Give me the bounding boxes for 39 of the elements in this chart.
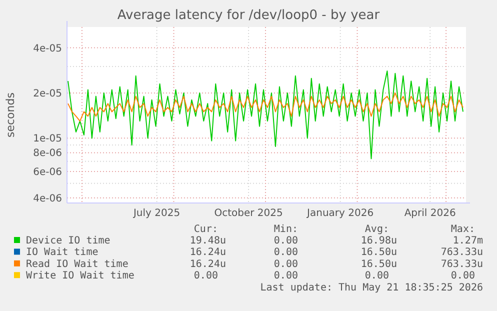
- y-tick-label: 4e-05: [33, 43, 62, 54]
- y-tick-label: 2e-05: [33, 88, 62, 100]
- text: 0.00: [274, 258, 298, 270]
- text: 16.24u: [190, 258, 226, 270]
- text: 19.48u: [190, 236, 226, 246]
- text: 16.50u: [360, 258, 397, 270]
- text: 16.98u: [360, 236, 397, 246]
- legend-label: IO Wait time: [26, 247, 98, 258]
- line-series: [68, 92, 464, 122]
- text: 763.33u: [440, 247, 483, 258]
- line-series: [68, 70, 464, 160]
- chart-title: Average latency for /dev/loop0 - by year: [117, 8, 380, 23]
- text: 0.00: [274, 270, 298, 282]
- text: 763.33u: [440, 258, 483, 270]
- x-tick-label: January 2026: [306, 208, 374, 219]
- y-axis-title: seconds: [4, 92, 17, 138]
- y-tick-label: 8e-06: [33, 148, 62, 160]
- text: Avg:: [364, 224, 389, 235]
- text: 16.24u: [190, 247, 226, 258]
- legend-label: Read IO Wait time: [26, 258, 128, 270]
- text: Last update: Thu May 21 18:35:25 2026: [260, 282, 483, 294]
- text: 0.00: [450, 270, 475, 282]
- x-tick-label: April 2026: [404, 208, 456, 219]
- text: 0.00: [274, 247, 298, 258]
- legend-label: Device IO time: [26, 236, 110, 246]
- text: Min:: [274, 224, 298, 235]
- legend-label: Write IO Wait time: [26, 270, 134, 282]
- text: 0.00: [274, 236, 298, 246]
- x-tick-label: October 2025: [214, 208, 283, 219]
- text: Max:: [450, 224, 475, 235]
- text: 0.00: [194, 270, 218, 282]
- text: 0.00: [364, 270, 389, 282]
- y-tick-label: 6e-06: [33, 166, 62, 178]
- text: Cur:: [194, 224, 218, 235]
- text: 1.27m: [452, 236, 483, 246]
- x-tick-label: July 2025: [132, 208, 180, 219]
- y-tick-label: 1e-05: [33, 134, 62, 145]
- y-tick-label: 4e-06: [33, 193, 62, 204]
- text: 16.50u: [360, 247, 397, 258]
